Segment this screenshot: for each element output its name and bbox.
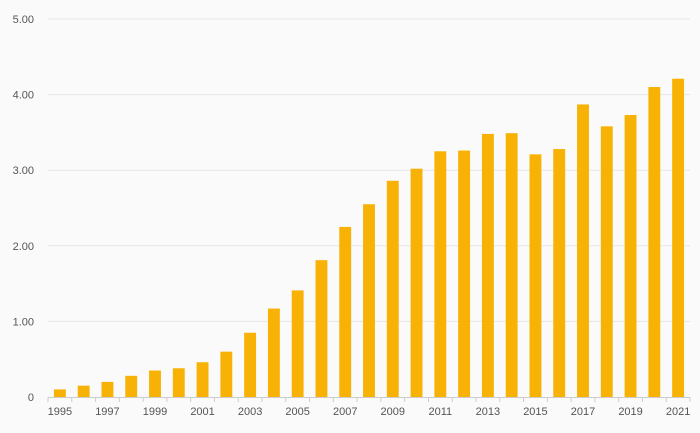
y-tick-label: 0 xyxy=(28,392,34,404)
y-tick-label: 1.00 xyxy=(13,316,34,328)
x-axis xyxy=(47,397,691,402)
bar-2019 xyxy=(624,115,637,398)
y-axis-tick-labels: 0 1.00 2.00 3.00 4.00 5.00 xyxy=(13,14,34,404)
bar-2007 xyxy=(339,226,352,397)
bar-1995 xyxy=(53,389,66,397)
x-tick-label: 1995 xyxy=(48,406,72,418)
bar-2002 xyxy=(220,351,233,397)
bar-2015 xyxy=(529,154,542,397)
x-tick-label: 2019 xyxy=(618,406,642,418)
bar-2018 xyxy=(600,126,613,398)
bar-2017 xyxy=(577,104,589,397)
bar-2003 xyxy=(244,332,257,397)
x-tick-label: 2007 xyxy=(333,406,357,418)
x-tick-label: 2013 xyxy=(476,406,500,418)
bar-1999 xyxy=(149,370,161,397)
bar-2016 xyxy=(553,149,566,397)
x-tick-label: 2015 xyxy=(523,406,547,418)
bar-2006 xyxy=(315,260,328,397)
bar-2020 xyxy=(648,87,661,397)
bar-2014 xyxy=(505,133,518,397)
bars xyxy=(53,78,685,398)
x-tick-label: 2003 xyxy=(238,406,262,418)
bar-2012 xyxy=(458,150,471,397)
x-tick-label: 2005 xyxy=(285,406,309,418)
bar-2001 xyxy=(196,362,209,397)
y-tick-label: 3.00 xyxy=(13,165,34,177)
bar-2010 xyxy=(410,168,423,397)
x-tick-label: 2021 xyxy=(666,406,690,418)
bar-2005 xyxy=(291,290,304,397)
bar-2013 xyxy=(481,133,494,398)
x-tick-label: 2009 xyxy=(381,406,405,418)
bar-2004 xyxy=(267,308,280,397)
bar-2011 xyxy=(434,151,447,397)
bar-2008 xyxy=(363,204,375,397)
y-tick-label: 4.00 xyxy=(13,90,34,102)
bar-2000 xyxy=(172,368,185,397)
x-tick-label: 1999 xyxy=(143,406,167,418)
x-tick-label: 2011 xyxy=(429,406,453,418)
x-tick-label: 2017 xyxy=(571,406,595,418)
bar-1997 xyxy=(101,381,114,397)
y-tick-label: 5.00 xyxy=(13,14,34,26)
x-axis-tick-labels: 1995 1997 1999 2001 2003 2005 2007 2009 2011 2013… xyxy=(48,406,691,418)
x-tick-label: 2001 xyxy=(190,406,214,418)
bar-2009 xyxy=(386,180,399,397)
x-tick-label: 1997 xyxy=(95,406,119,418)
y-tick-label: 2.00 xyxy=(13,241,34,253)
bar-1998 xyxy=(125,375,138,397)
bar-2021 xyxy=(672,78,685,397)
bar-1996 xyxy=(77,385,90,397)
